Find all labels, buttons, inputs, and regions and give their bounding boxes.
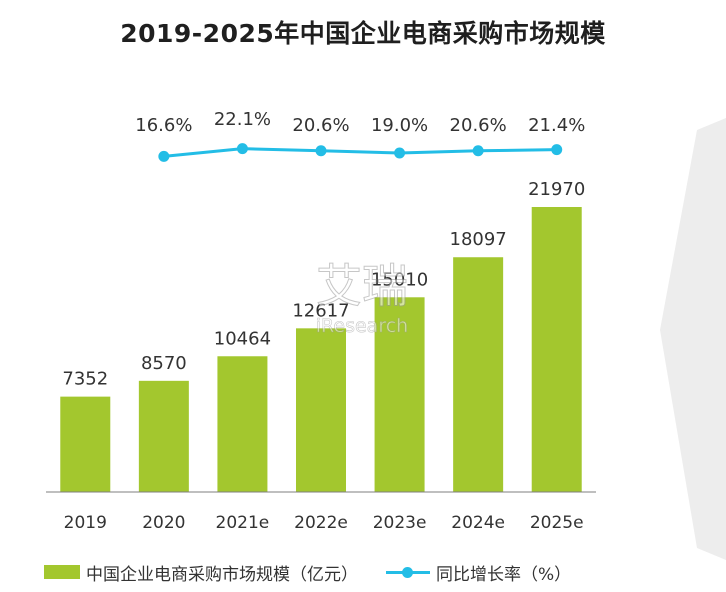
x-tick-label-2025e: 2025e <box>530 513 584 533</box>
x-axis-ticks: 2019 2020 2021e 2022e 2023e 2024e 2025e <box>64 513 584 533</box>
chart-legend: 中国企业电商采购市场规模（亿元） 同比增长率（%） <box>44 558 571 586</box>
growth-rate-label-2021e: 22.1% <box>214 109 271 130</box>
x-tick-label-2022e: 2022e <box>294 513 348 533</box>
growth-rate-point-2021e <box>236 143 248 155</box>
growth-rate-label-2025e: 21.4% <box>528 115 585 136</box>
bar-2019 <box>60 396 111 492</box>
legend-item-bar: 中国企业电商采购市场规模（亿元） <box>44 560 358 585</box>
bar-2020 <box>138 380 189 492</box>
growth-rate-label-2023e: 19.0% <box>371 115 428 136</box>
x-tick-label-2019: 2019 <box>64 513 107 533</box>
growth-rate-label-2024e: 20.6% <box>450 115 507 136</box>
bar-value-label-2024e: 18097 <box>450 229 507 250</box>
bar-2025e <box>531 207 582 492</box>
bar-value-label-2023e: 15010 <box>371 269 428 290</box>
growth-rate-point-2022e <box>315 145 327 157</box>
legend-line-label: 同比增长率（%） <box>436 564 572 585</box>
bar-value-label-2022e: 12617 <box>292 300 349 321</box>
growth-rate-line <box>163 147 557 158</box>
legend-item-line: 同比增长率（%） <box>386 560 571 585</box>
bar-2023e <box>374 297 425 492</box>
x-tick-label-2020: 2020 <box>142 513 185 533</box>
bar-2022e <box>296 328 346 492</box>
watermark-main: 艾瑞 <box>316 259 408 313</box>
legend-bar-label: 中国企业电商采购市场规模（亿元） <box>86 564 358 585</box>
growth-rate-point-2020 <box>158 150 170 162</box>
legend-line-swatch <box>386 564 430 580</box>
bar-series: 7352 8570 10464 12617 15010 18097 21970 <box>60 179 585 492</box>
growth-rate-point-2024e <box>472 145 484 157</box>
x-tick-label-2023e: 2023e <box>373 513 427 533</box>
growth-rate-point-2023e <box>394 147 406 159</box>
growth-rate-point-2025e <box>551 144 563 156</box>
bar-value-label-2025e: 21970 <box>528 179 585 200</box>
x-tick-label-2021e: 2021e <box>216 513 270 533</box>
bar-2024e <box>453 257 504 492</box>
x-tick-label-2024e: 2024e <box>451 513 505 533</box>
legend-bar-swatch <box>44 565 80 579</box>
watermark-sub: iResearch <box>316 315 408 337</box>
line-series: 16.6% 22.1% 20.6% 19.0% 20.6% 21.4% <box>135 109 585 162</box>
bar-2021e <box>217 356 268 492</box>
side-panel-decoration <box>660 118 726 560</box>
bar-value-label-2021e: 10464 <box>214 328 271 349</box>
growth-rate-label-2020: 16.6% <box>135 115 192 136</box>
bar-value-label-2020: 8570 <box>141 353 187 374</box>
growth-rate-label-2022e: 20.6% <box>292 115 349 136</box>
chart-title: 2019-2025年中国企业电商采购市场规模 <box>120 19 606 48</box>
bar-value-label-2019: 7352 <box>62 369 108 390</box>
